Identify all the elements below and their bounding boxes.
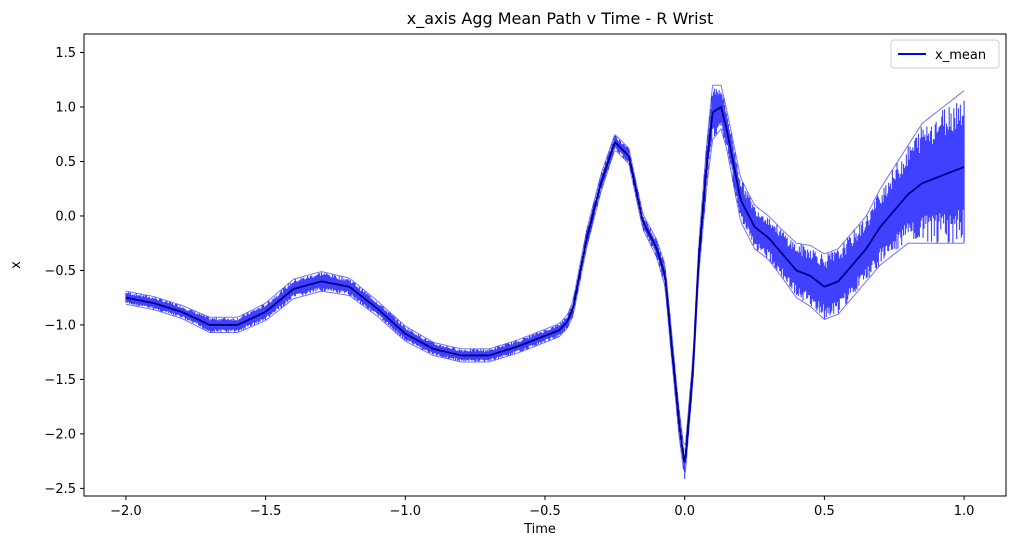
- x-tick-label: 1.0: [954, 504, 975, 519]
- y-tick-label: 0.5: [55, 155, 76, 170]
- series-line-x_mean: [125, 105, 965, 463]
- x-tick-label: −2.0: [110, 504, 142, 519]
- x-tick-label: −1.0: [390, 504, 422, 519]
- band-upper: [125, 84, 965, 447]
- chart-title: x_axis Agg Mean Path v Time - R Wrist: [407, 9, 713, 29]
- y-tick-label: 0.0: [55, 209, 76, 224]
- y-axis: 1.5 1.0 0.5 0.0 −0.5 −1.0 −1.5 −2.0 −2.5: [44, 46, 84, 497]
- x-tick-label: 0.5: [814, 504, 835, 519]
- x-tick-label: −1.5: [250, 504, 282, 519]
- plot-area: [83, 33, 1007, 497]
- y-tick-label: 1.0: [55, 101, 76, 116]
- y-tick-label: −0.5: [44, 264, 76, 279]
- series-lines: [125, 105, 965, 463]
- y-tick-label: −1.5: [44, 373, 76, 388]
- x-tick-label: 0.0: [674, 504, 695, 519]
- y-tick-label: −2.5: [44, 482, 76, 497]
- y-axis-label: x: [9, 261, 24, 269]
- x-tick-label: −0.5: [529, 504, 561, 519]
- x-axis-label: Time: [523, 522, 556, 537]
- legend: x_mean: [890, 39, 1000, 69]
- y-tick-label: −2.0: [44, 427, 76, 442]
- x-axis: −2.0 −1.5 −1.0 −0.5 0.0 0.5 1.0: [110, 496, 974, 519]
- spread-band-hatch: [125, 88, 965, 479]
- legend-box: [890, 39, 1000, 69]
- y-tick-label: −1.0: [44, 318, 76, 333]
- band-lower: [125, 127, 965, 473]
- y-tick-label: 1.5: [55, 46, 76, 61]
- legend-label: x_mean: [935, 48, 986, 63]
